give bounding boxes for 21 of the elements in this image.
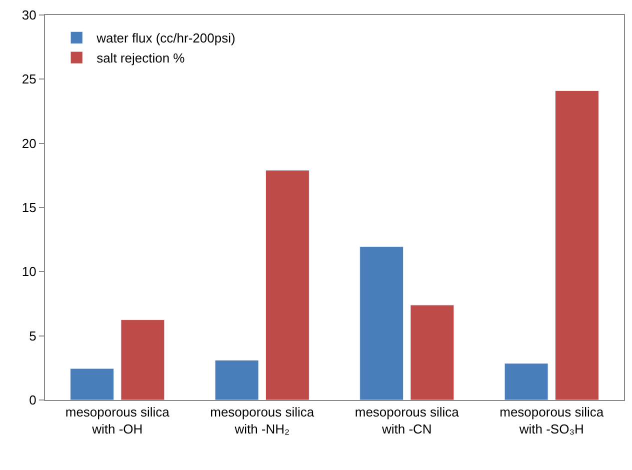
bar bbox=[70, 368, 114, 400]
x-tick-label: mesoporous silica with -CN bbox=[354, 404, 460, 436]
y-tick-label: 0 bbox=[29, 392, 36, 408]
bar bbox=[120, 320, 165, 400]
y-tick-label: 5 bbox=[29, 328, 36, 344]
bar bbox=[360, 246, 404, 400]
x-tick-label: mesoporous silica with -NH₂ bbox=[210, 404, 315, 436]
y-tick-label: 10 bbox=[22, 264, 36, 280]
bar bbox=[554, 90, 599, 400]
y-tick-label: 15 bbox=[22, 200, 36, 216]
bar bbox=[265, 170, 310, 400]
bar bbox=[504, 363, 548, 400]
legend-label: water flux (cc/hr-200psi) bbox=[96, 30, 236, 46]
x-tick-label: mesoporous silica with -OH bbox=[65, 404, 170, 436]
bar bbox=[410, 304, 454, 400]
x-tick-label: mesoporous silica with -SO₃H bbox=[500, 404, 604, 436]
y-tick-label: 20 bbox=[22, 136, 36, 151]
legend-label: salt rejection % bbox=[96, 50, 186, 66]
y-tick-label: 30 bbox=[22, 8, 36, 23]
y-tick-label: 25 bbox=[22, 72, 36, 87]
bar bbox=[214, 360, 259, 400]
